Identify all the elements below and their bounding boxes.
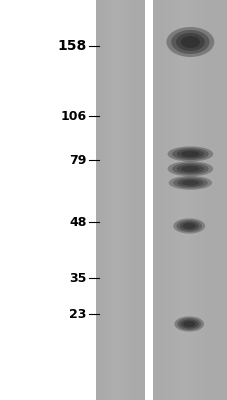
Bar: [115, 0, 118, 400]
Ellipse shape: [183, 321, 194, 327]
Bar: [208, 0, 212, 400]
Bar: [140, 0, 143, 400]
Bar: [113, 0, 115, 400]
Bar: [95, 0, 145, 400]
Bar: [108, 0, 110, 400]
Bar: [175, 0, 178, 400]
Bar: [105, 0, 108, 400]
Ellipse shape: [166, 27, 213, 57]
Ellipse shape: [167, 146, 212, 162]
Bar: [212, 0, 216, 400]
Bar: [123, 0, 125, 400]
Ellipse shape: [175, 33, 204, 51]
Bar: [190, 0, 193, 400]
Bar: [160, 0, 163, 400]
Ellipse shape: [180, 320, 197, 328]
Ellipse shape: [176, 150, 203, 158]
Bar: [130, 0, 133, 400]
Bar: [205, 0, 208, 400]
Ellipse shape: [173, 218, 204, 234]
Text: 106: 106: [60, 110, 86, 122]
Bar: [98, 0, 100, 400]
Bar: [197, 0, 201, 400]
Bar: [103, 0, 105, 400]
Bar: [223, 0, 227, 400]
Ellipse shape: [176, 220, 201, 232]
Bar: [100, 0, 103, 400]
Bar: [125, 0, 128, 400]
Ellipse shape: [171, 148, 208, 160]
Text: 79: 79: [69, 154, 86, 166]
Ellipse shape: [182, 223, 195, 229]
Bar: [216, 0, 220, 400]
Ellipse shape: [167, 161, 212, 176]
Text: 35: 35: [69, 272, 86, 284]
Bar: [163, 0, 167, 400]
Bar: [186, 0, 190, 400]
Ellipse shape: [171, 163, 208, 175]
Ellipse shape: [176, 164, 203, 173]
Bar: [156, 0, 160, 400]
Bar: [118, 0, 120, 400]
Bar: [135, 0, 138, 400]
Bar: [178, 0, 182, 400]
Text: 23: 23: [69, 308, 86, 320]
Ellipse shape: [177, 178, 202, 187]
Bar: [193, 0, 197, 400]
Bar: [95, 0, 98, 400]
Text: 158: 158: [57, 39, 86, 53]
Ellipse shape: [181, 180, 198, 186]
Ellipse shape: [170, 30, 209, 54]
Bar: [110, 0, 113, 400]
Bar: [201, 0, 205, 400]
Bar: [167, 0, 171, 400]
Bar: [182, 0, 186, 400]
Ellipse shape: [180, 151, 199, 157]
Bar: [152, 0, 156, 400]
Bar: [128, 0, 130, 400]
Ellipse shape: [174, 316, 203, 332]
Bar: [152, 0, 227, 400]
Bar: [171, 0, 175, 400]
Text: 48: 48: [69, 216, 86, 228]
Ellipse shape: [177, 318, 200, 330]
Bar: [133, 0, 135, 400]
Ellipse shape: [180, 166, 199, 172]
Bar: [144, 0, 151, 400]
Ellipse shape: [172, 177, 207, 188]
Ellipse shape: [168, 176, 211, 190]
Bar: [138, 0, 140, 400]
Ellipse shape: [180, 36, 199, 48]
Bar: [120, 0, 123, 400]
Bar: [220, 0, 223, 400]
Ellipse shape: [179, 222, 198, 230]
Bar: [143, 0, 145, 400]
